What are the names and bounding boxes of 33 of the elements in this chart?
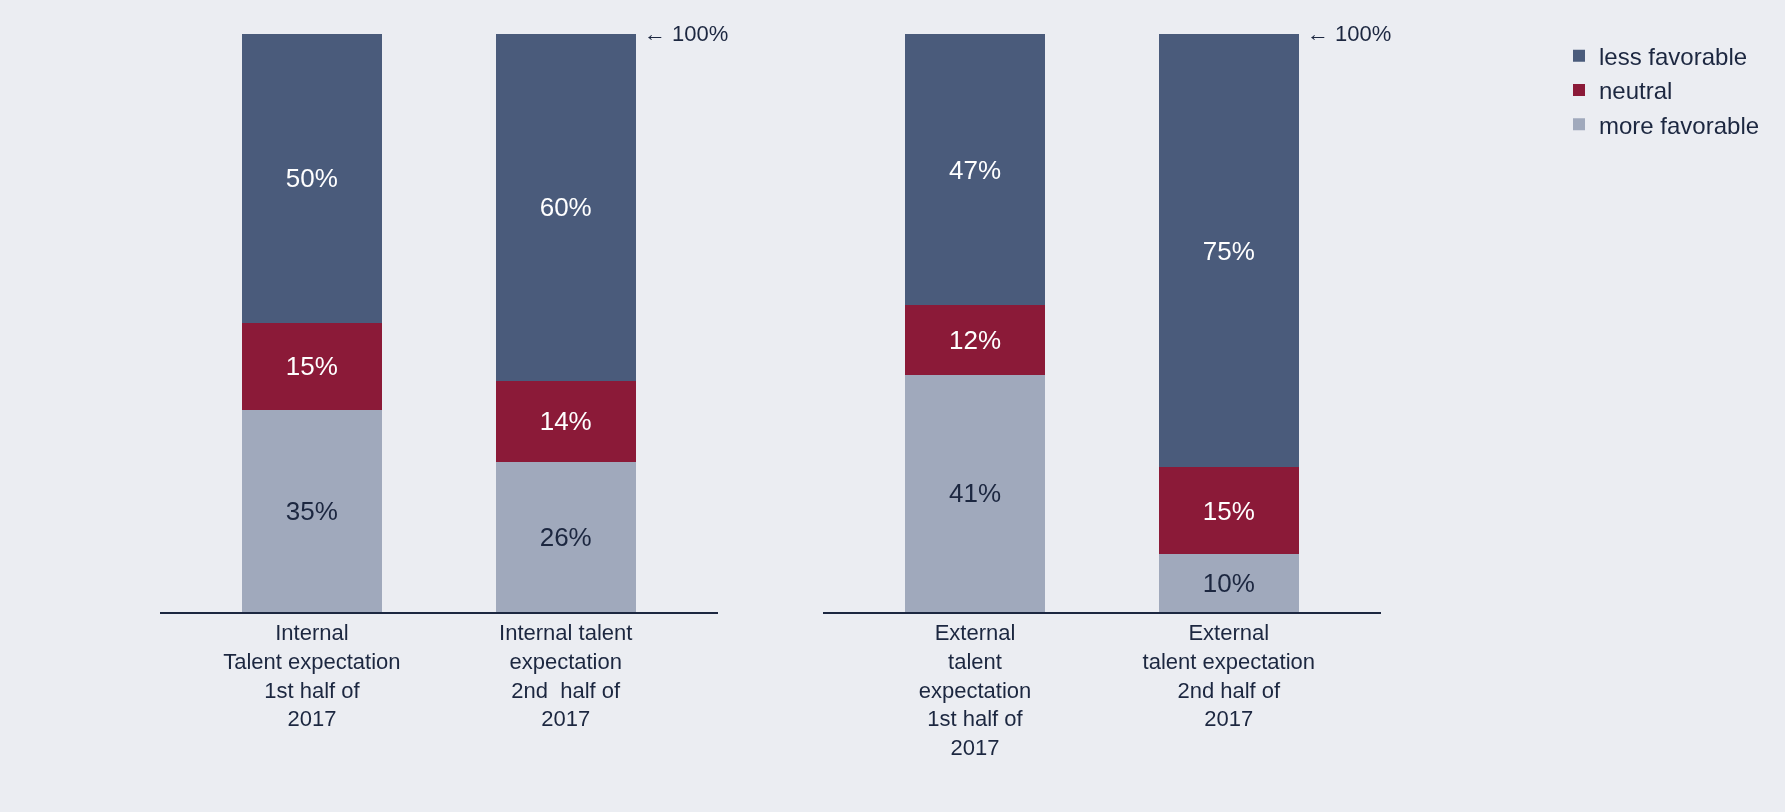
data-label: 50%	[285, 163, 338, 194]
data-label: 14%	[539, 406, 592, 437]
bar	[1159, 467, 1299, 555]
bar	[905, 374, 1045, 612]
annotation: ← 100%	[1307, 21, 1392, 46]
data-label: 26%	[539, 521, 592, 552]
bar	[905, 305, 1045, 375]
data-label: 35%	[285, 495, 338, 526]
annotation: ← 100%	[644, 21, 729, 46]
legend-label: less favorable	[1599, 43, 1748, 71]
bar	[495, 461, 636, 612]
data-label: 60%	[539, 192, 592, 223]
data-label: 10%	[1202, 568, 1255, 599]
bar	[242, 322, 382, 410]
data-label: 15%	[285, 351, 338, 382]
x-tick-label: External talent expectation 2nd half of 2017	[1142, 620, 1316, 732]
data-label: 41%	[948, 478, 1002, 509]
x-tick-label: Internal Talent expectation 1st half of 2017	[223, 620, 401, 732]
x-tick-label: External talent expectation 1st half of 2017	[918, 620, 1032, 760]
data-label: 47%	[948, 154, 1002, 185]
bar	[495, 380, 636, 462]
legend-label: more favorable	[1599, 111, 1760, 139]
data-label: 75%	[1202, 235, 1255, 266]
x-tick-label: Internal talent expectation 2nd half of 2017	[499, 620, 633, 732]
data-label: 15%	[1202, 495, 1255, 526]
data-label: 12%	[948, 325, 1002, 356]
legend-label: neutral	[1599, 77, 1673, 105]
bar	[1159, 33, 1299, 468]
bar	[242, 409, 382, 612]
bar	[495, 33, 636, 381]
bar	[905, 33, 1045, 306]
bar	[1159, 554, 1299, 612]
bar	[242, 33, 382, 323]
